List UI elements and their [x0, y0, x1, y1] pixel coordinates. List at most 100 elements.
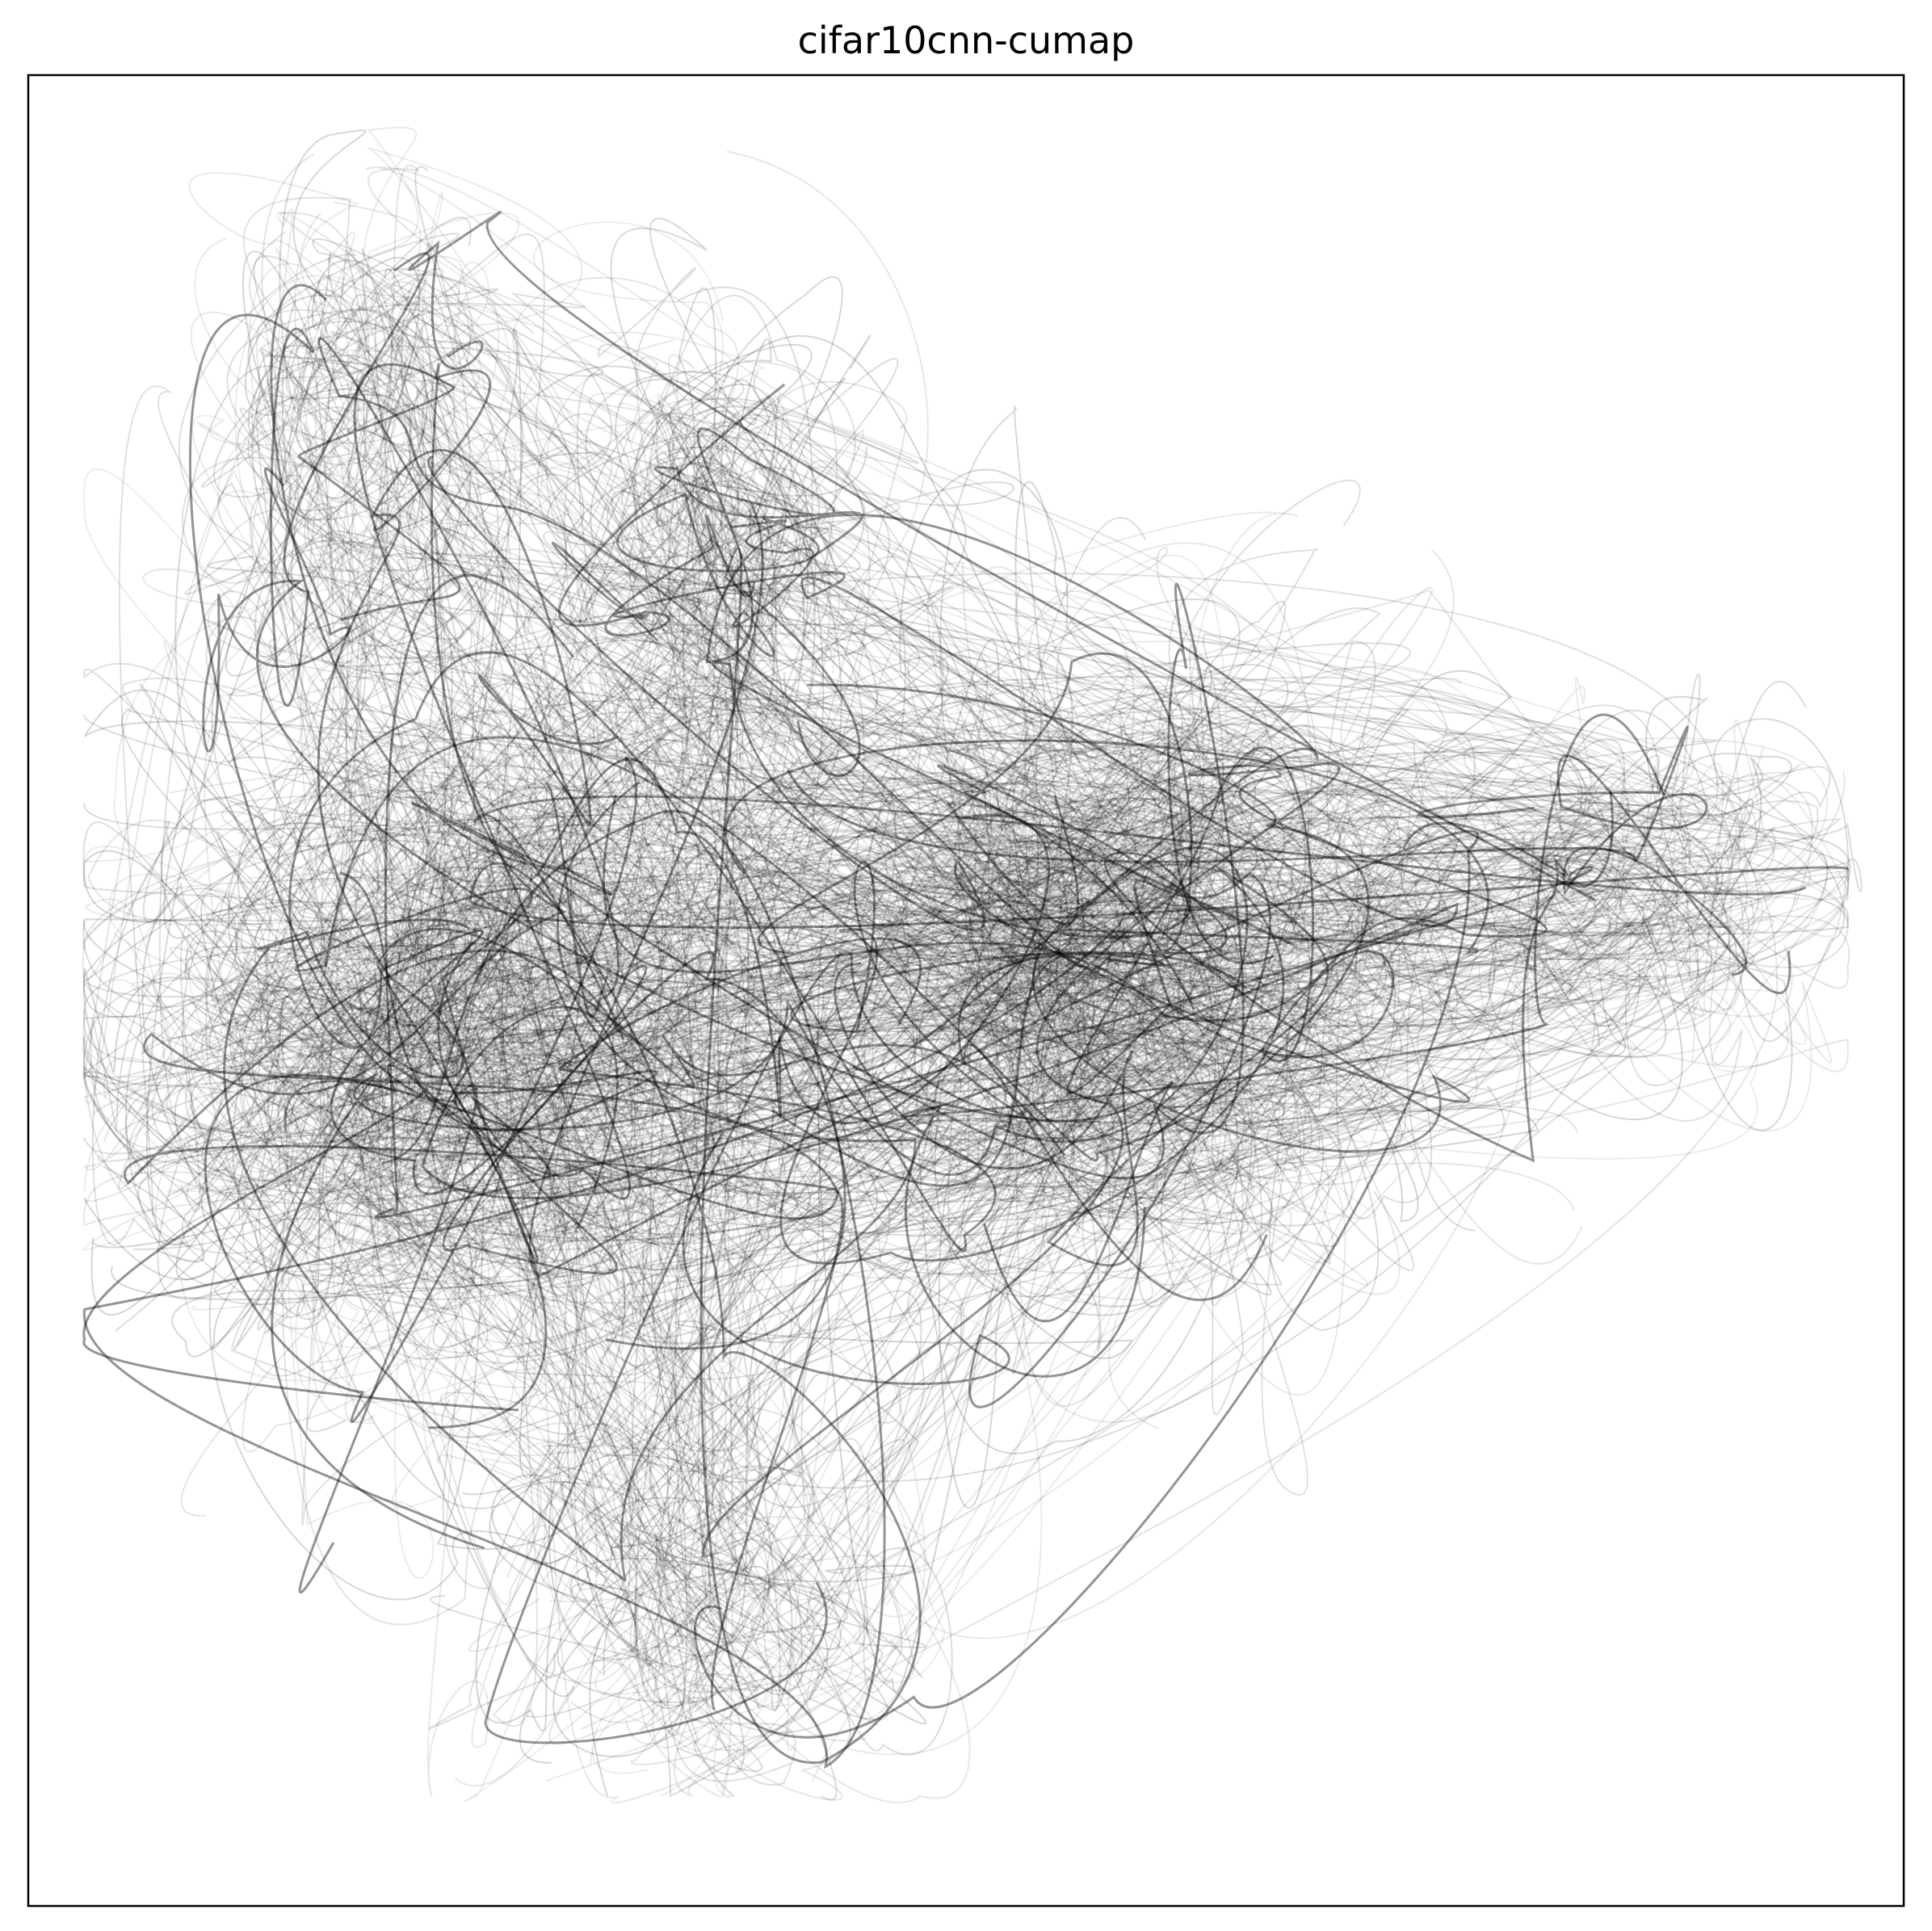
trajectory-line — [493, 980, 1300, 1573]
trajectory-line — [426, 789, 1196, 1203]
trajectory-line — [546, 850, 1829, 1782]
trajectory-line — [237, 842, 1132, 1221]
trajectory-line — [274, 1158, 751, 1657]
trajectory-line — [747, 665, 1334, 1459]
trajectory-line — [494, 1011, 1409, 1442]
trajectory-line — [180, 1078, 940, 1591]
trajectory-line — [364, 166, 1606, 1429]
trajectory-line — [282, 313, 718, 1634]
trajectory-line — [939, 405, 1640, 1112]
trajectory-line — [956, 760, 1274, 1257]
trajectory-line — [204, 363, 637, 1424]
trajectory-line — [237, 822, 681, 1389]
trajectory-line — [462, 721, 1260, 1709]
trajectory-line — [837, 950, 1239, 1203]
trajectory-line — [853, 790, 1698, 1720]
trajectory-line — [249, 230, 636, 1279]
trajectory-line — [492, 757, 1182, 1727]
trajectory-line — [256, 309, 1161, 1278]
trajectory-line — [352, 875, 1285, 995]
trajectory-line — [83, 600, 1329, 1222]
trajectory-line — [299, 808, 956, 1165]
trajectory-line — [82, 221, 1044, 1193]
trajectory-line — [301, 231, 1849, 998]
trajectory-line — [429, 1418, 760, 1730]
trajectory-line — [312, 318, 773, 1137]
trajectory-line — [242, 882, 846, 1277]
trajectory-line — [879, 888, 1497, 1231]
trajectory-line — [484, 951, 1174, 1744]
chart-title: cifar10cnn-cumap — [797, 19, 1135, 62]
trajectory-line — [263, 749, 1683, 1120]
trajectory-line — [200, 834, 1260, 1580]
trajectory-line — [83, 754, 1214, 1528]
trajectory-line — [379, 818, 1618, 1161]
trajectory-line — [281, 292, 560, 952]
trajectory-line — [1286, 726, 1846, 996]
trajectory-line — [293, 734, 1401, 1186]
trajectory-line — [895, 788, 1477, 1375]
trajectory-line — [118, 385, 799, 1452]
trajectory-line — [258, 277, 1018, 1012]
trajectory-line — [131, 900, 614, 1299]
trajectory-line — [357, 706, 793, 1288]
trajectory-line — [808, 647, 1351, 1085]
trajectory-line — [581, 1055, 1292, 1752]
trajectory-line — [82, 680, 1176, 1318]
trajectory-line — [83, 689, 1047, 1551]
trajectory-line — [237, 697, 1128, 1371]
trajectory-line — [1428, 753, 1792, 938]
trajectory-line — [333, 201, 1153, 1194]
trajectory-line — [862, 777, 1842, 1146]
trajectory-line — [125, 1015, 542, 1246]
trajectory-line — [408, 776, 1848, 1090]
trajectory-line — [578, 338, 772, 1797]
trajectory-line — [254, 801, 1238, 1377]
trajectory-line — [180, 750, 761, 1517]
trajectory-line — [521, 331, 766, 1375]
trajectory-line — [187, 498, 1232, 1764]
trajectory-line — [288, 313, 766, 1526]
trajectory-line — [628, 800, 1652, 1245]
trajectory-line — [1069, 680, 1433, 1416]
trajectory-line — [647, 700, 1454, 1156]
trajectory-line — [208, 1200, 735, 1797]
trajectory-line — [300, 421, 723, 1490]
trajectory-line — [712, 976, 1270, 1651]
trajectory-line — [590, 343, 1402, 1056]
trajectory-line — [227, 413, 1334, 1251]
trajectory-line — [755, 479, 1393, 1152]
trajectory-line — [707, 795, 1635, 1123]
trajectory-line — [657, 400, 1324, 964]
trajectory-line — [575, 747, 1774, 1060]
trajectory-line — [897, 716, 1330, 1407]
trajectory-line — [641, 743, 1141, 1703]
trajectory-line — [1346, 740, 1831, 999]
trajectory-line — [1026, 590, 1248, 1167]
trajectory-line — [217, 482, 1509, 1645]
trajectory-line — [546, 378, 846, 983]
trajectory-line — [444, 933, 826, 1486]
trajectory-line — [82, 567, 493, 1171]
trajectory-line — [124, 779, 801, 1484]
trajectory-line — [152, 729, 1237, 1293]
trajectory-line — [83, 350, 1357, 1137]
trajectory-line — [473, 872, 1063, 1191]
trajectory-line — [834, 561, 1489, 1197]
trajectory-line — [645, 910, 1182, 1694]
trajectory-line — [882, 757, 1127, 1083]
trajectory-line — [320, 783, 1489, 1373]
trajectory-line — [247, 288, 1759, 928]
trajectory-line — [171, 257, 737, 1566]
trajectory-line — [323, 728, 1296, 1219]
trajectory-line — [863, 809, 1533, 1233]
trajectory-line — [297, 788, 1401, 1274]
trajectory-line — [591, 665, 1539, 1774]
trajectory-line — [599, 504, 773, 868]
trajectory-line — [334, 800, 1849, 1304]
trajectory-line — [197, 729, 897, 1189]
trajectory-line — [701, 481, 1321, 1155]
trajectory-line — [190, 857, 1618, 1133]
trajectory-line — [397, 795, 1133, 1359]
trajectory-line — [84, 835, 1829, 1159]
